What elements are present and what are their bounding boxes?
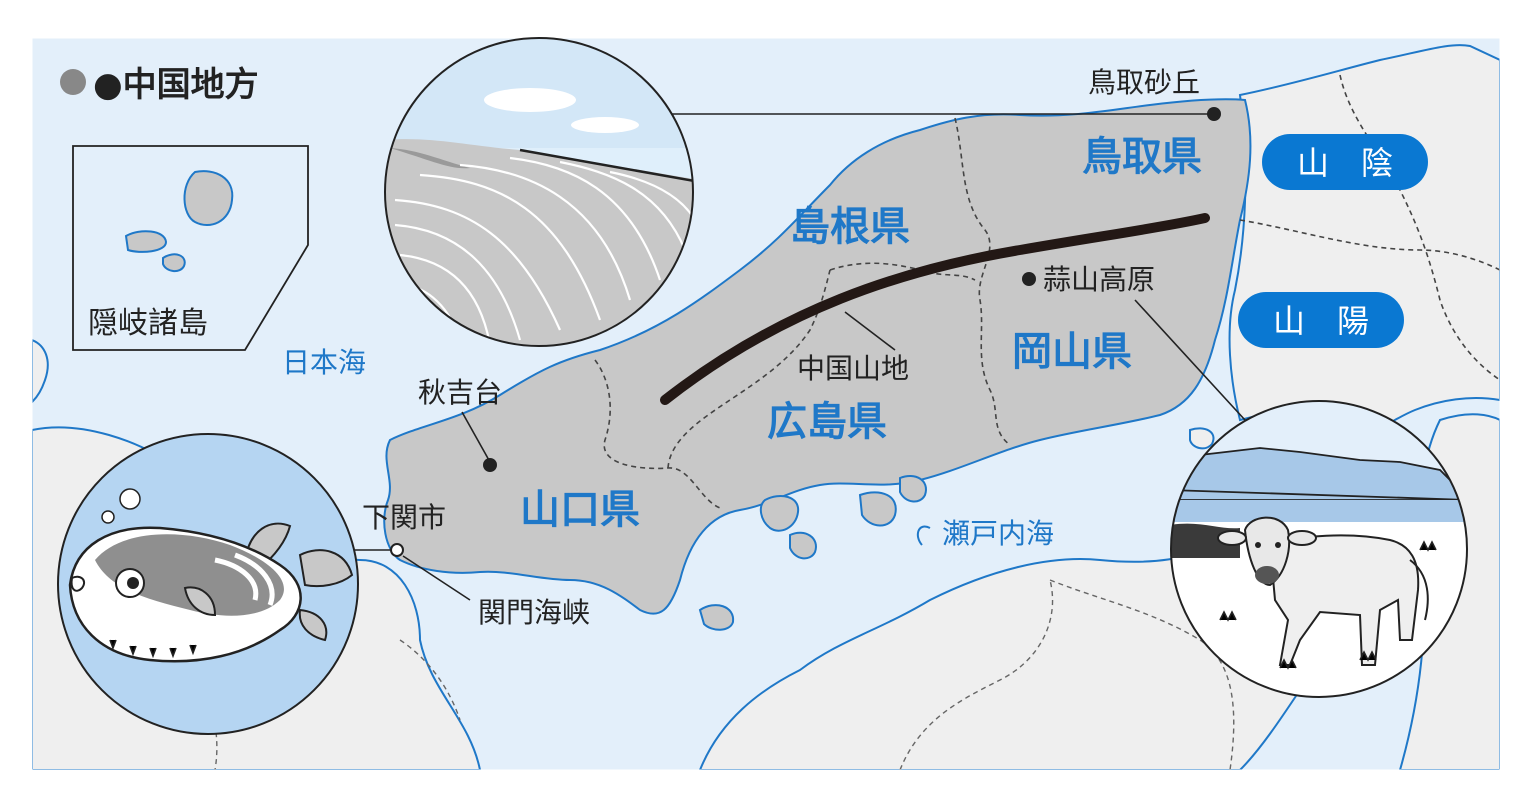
label-tottori-dunes: 鳥取砂丘	[1088, 66, 1200, 99]
chugoku-mountains-line	[660, 213, 1210, 405]
label-akiyoshidai: 秋吉台	[418, 376, 502, 409]
title-bullet-icon	[60, 69, 86, 95]
leader-chugoku-mountains	[844, 311, 896, 351]
label-chugoku-mountains: 中国山地	[797, 352, 909, 385]
oki-island-nakanoshima	[162, 253, 186, 272]
badge-sanyo: 山 陽	[1238, 292, 1404, 348]
land-kinki	[1228, 44, 1500, 432]
label-tottori: 鳥取県	[1082, 134, 1202, 180]
jersey-cow-illustration	[1170, 400, 1468, 698]
inland-sea-island-icon	[916, 525, 931, 546]
island-2	[789, 531, 817, 560]
leader-akiyoshidai	[461, 411, 491, 463]
marker-kanmon	[390, 543, 404, 557]
oki-inset: 隠岐諸島	[72, 145, 309, 351]
label-shimonoseki: 下関市	[362, 501, 446, 534]
inset-label: 隠岐諸島	[88, 306, 208, 341]
marker-hiruzen	[1022, 272, 1036, 286]
leader-kanmon	[402, 555, 471, 601]
oki-island-nishinoshima	[124, 230, 168, 253]
oki-island-dogo	[183, 170, 234, 227]
label-shimane: 島根県	[790, 204, 910, 250]
label-yamaguchi: 山口県	[520, 487, 640, 533]
island-1	[759, 495, 800, 532]
island-5	[698, 604, 735, 631]
land-west-islet	[32, 338, 49, 404]
label-hiroshima: 広島県	[767, 399, 887, 445]
label-okayama: 岡山県	[1012, 329, 1132, 375]
badge-sanin: 山 陰	[1262, 134, 1428, 190]
island-6	[1189, 427, 1215, 450]
label-kanmon: 関門海峡	[478, 596, 590, 629]
page-title: ●中国地方	[93, 65, 259, 105]
label-japan-sea: 日本海	[282, 346, 366, 379]
badge-sanyo-label: 山 陽	[1273, 302, 1369, 340]
label-inland-sea: 瀬戸内海	[942, 517, 1054, 550]
label-hiruzen: 蒜山高原	[1043, 263, 1155, 296]
marker-akiyoshidai	[483, 458, 497, 472]
pufferfish-illustration	[57, 433, 359, 735]
sand-dunes-illustration	[384, 37, 694, 347]
land-chugoku	[383, 98, 1252, 615]
island-4	[899, 475, 927, 503]
badge-sanin-label: 山 陰	[1297, 144, 1393, 182]
island-3	[858, 491, 897, 527]
leader-hiruzen	[1134, 299, 1246, 421]
